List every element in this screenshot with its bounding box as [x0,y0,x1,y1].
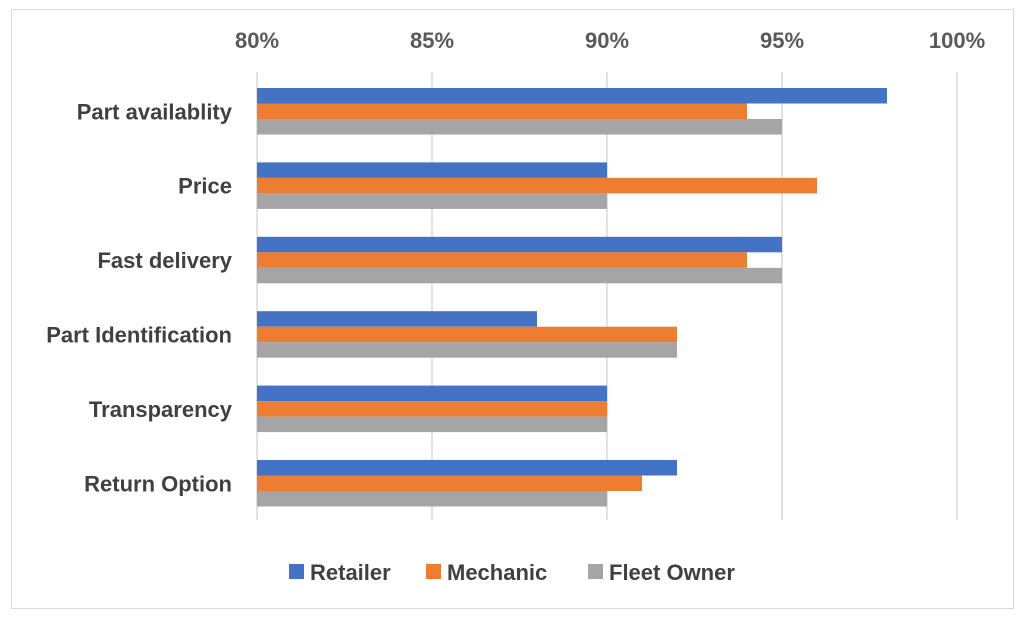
bar [257,475,642,491]
bars [257,88,887,507]
x-tick-label: 100% [929,28,985,53]
bar [257,252,747,268]
bar [257,236,782,253]
bar [257,193,607,209]
bar [257,103,747,119]
x-tick-label: 90% [585,28,629,53]
category-label: Part Identification [46,322,232,347]
legend: Retailer Mechanic Fleet Owner [289,560,735,585]
x-tick-label: 80% [235,28,279,53]
legend-label: Retailer [310,560,391,585]
bar [257,460,677,476]
bar [257,385,607,402]
legend-swatch [588,564,603,579]
bar [257,401,607,417]
bar [257,177,817,194]
x-tick-label: 85% [410,28,454,53]
x-axis-ticks: 80% 85% 90% 95% 100% [235,28,985,53]
category-label: Return Option [84,471,232,496]
bar [257,491,607,507]
category-label: Part availablity [77,99,233,124]
bar [257,326,677,343]
category-label: Transparency [89,397,233,422]
bar [257,416,607,433]
legend-swatch [289,564,304,579]
legend-label: Mechanic [447,560,547,585]
legend-label: Fleet Owner [609,560,735,585]
bar [257,267,782,284]
legend-swatch [426,564,441,579]
bar [257,88,887,104]
bar [257,311,537,327]
gridlines [256,72,958,520]
bar [257,162,607,178]
bar [257,342,677,358]
bar [257,119,782,135]
category-labels: Part availablity Price Fast delivery Part I… [46,99,233,496]
x-tick-label: 95% [760,28,804,53]
category-label: Price [178,174,232,199]
category-label: Fast delivery [97,248,232,273]
